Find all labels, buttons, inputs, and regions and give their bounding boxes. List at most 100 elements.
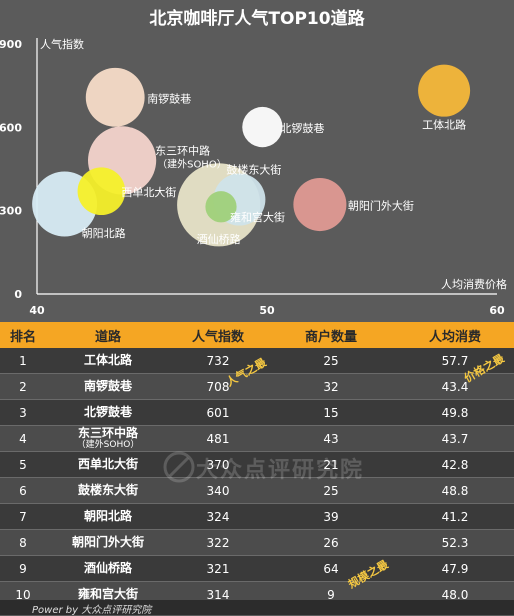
cell-popularity: 370 (170, 451, 266, 478)
header-popularity: 人气指数 (170, 322, 266, 348)
cell-road: 东三环中路 （建外SOHO） (46, 425, 170, 452)
road-name: 西单北大街 (77, 457, 138, 471)
watermark-text: 大众点评研究院 (196, 458, 365, 483)
bubble-point (85, 67, 145, 127)
table-row: 3 北锣鼓巷 601 15 49.8 (0, 399, 514, 426)
cell-avg-price: 49.8 (396, 399, 514, 426)
bubble-label: 酒仙桥路 (197, 233, 241, 246)
road-name: 北锣鼓巷 (83, 405, 132, 419)
cell-road: 鼓楼东大街 (46, 477, 170, 504)
bubble-label: 东三环中路 (155, 144, 210, 157)
cell-avg-price: 48.8 (396, 477, 514, 504)
table-row: 1 工体北路 732 25 57.7 (0, 348, 514, 374)
cell-rank: 3 (0, 399, 46, 426)
cell-rank: 2 (0, 373, 46, 400)
footer-bar: Power by 大众点评研究院 (0, 600, 514, 616)
cell-shop-count: 15 (266, 399, 396, 426)
cell-avg-price: 43.4 (396, 373, 514, 400)
cell-rank: 9 (0, 555, 46, 582)
table-row: 9 酒仙桥路 321 64 47.9 (0, 555, 514, 582)
cell-popularity: 481 (170, 425, 266, 452)
road-name: 东三环中路 (77, 426, 138, 440)
cell-road: 西单北大街 (46, 451, 170, 478)
cell-shop-count: 25 (266, 348, 396, 374)
bubble-label: 工体北路 (422, 118, 466, 132)
cell-popularity: 601 (170, 399, 266, 426)
cell-avg-price: 42.8 (396, 451, 514, 478)
x-tick-label: 40 (29, 304, 45, 317)
bubble-point (242, 106, 283, 148)
cell-shop-count: 32 (266, 373, 396, 400)
y-axis-label: 人气指数 (40, 37, 84, 51)
header-road: 道路 (46, 322, 170, 348)
x-tick-label: 60 (489, 304, 505, 317)
cell-rank: 4 (0, 425, 46, 452)
cell-avg-price: 47.9 (396, 555, 514, 582)
cell-road: 酒仙桥路 (46, 555, 170, 582)
bubble-label: 朝阳北路 (82, 227, 126, 240)
cell-rank: 1 (0, 348, 46, 374)
cell-popularity: 708 (170, 373, 266, 400)
road-name: 朝阳北路 (83, 509, 132, 523)
bubble-label: 鼓楼东大街 (226, 163, 281, 177)
cell-shop-count: 39 (266, 503, 396, 530)
cell-shop-count: 25 (266, 477, 396, 504)
cell-popularity: 340 (170, 477, 266, 504)
y-tick-label: 600 (0, 121, 22, 134)
road-name: 酒仙桥路 (83, 561, 132, 575)
road-sublabel: （建外SOHO） (76, 440, 140, 450)
road-name: 工体北路 (83, 353, 132, 367)
table-row: 7 朝阳北路 324 39 41.2 (0, 503, 514, 530)
chart-title: 北京咖啡厅人气TOP10道路 (149, 9, 365, 29)
road-name: 朝阳门外大街 (71, 535, 144, 549)
bubble-label: 南锣鼓巷 (147, 91, 191, 105)
bubble-label: 西单北大街 (121, 185, 176, 199)
y-tick-label: 900 (0, 38, 22, 51)
cell-road: 北锣鼓巷 (46, 399, 170, 426)
cell-avg-price: 57.7 (396, 348, 514, 374)
cell-popularity: 732 (170, 348, 266, 374)
watermark-logo-icon (162, 450, 196, 484)
bubble-label: 北锣鼓巷 (280, 121, 324, 135)
bubble-label: 雍和宫大街 (230, 210, 285, 224)
bubble-point (418, 64, 471, 117)
header-shop-count: 商户数量 (266, 322, 396, 348)
cell-road: 南锣鼓巷 (46, 373, 170, 400)
table-row: 8 朝阳门外大街 322 26 52.3 (0, 529, 514, 556)
cell-shop-count: 26 (266, 529, 396, 556)
cell-rank: 6 (0, 477, 46, 504)
cell-shop-count: 21 (266, 451, 396, 478)
cell-popularity: 324 (170, 503, 266, 530)
bubble-label: 朝阳门外大街 (348, 199, 414, 213)
cell-rank: 8 (0, 529, 46, 556)
x-tick-label: 50 (259, 304, 275, 317)
bubble-point (77, 167, 126, 216)
road-name: 雍和宫大街 (77, 587, 138, 601)
header-rank: 排名 (0, 322, 46, 348)
header-avg-price: 人均消费 (396, 322, 514, 348)
cell-shop-count: 64 (266, 555, 396, 582)
y-tick-label: 300 (0, 205, 22, 218)
table-row: 4 东三环中路 （建外SOHO） 481 43 43.7 (0, 425, 514, 452)
cell-road: 工体北路 (46, 348, 170, 374)
road-name: 南锣鼓巷 (83, 379, 132, 393)
cell-shop-count: 43 (266, 425, 396, 452)
table-row: 2 南锣鼓巷 708 32 43.4 (0, 373, 514, 400)
cell-avg-price: 43.7 (396, 425, 514, 452)
cell-road: 朝阳门外大街 (46, 529, 170, 556)
cell-popularity: 321 (170, 555, 266, 582)
cell-avg-price: 52.3 (396, 529, 514, 556)
table-header-row: 排名 道路 人气指数 商户数量 人均消费 (0, 322, 514, 348)
footer-credit: Power by 大众点评研究院 (32, 605, 152, 616)
cell-popularity: 322 (170, 529, 266, 556)
bubble-point (205, 191, 237, 223)
x-axis-label: 人均消费价格 (441, 277, 507, 291)
bubble-sublabel: （建外SOHO） (157, 157, 227, 170)
cell-road: 朝阳北路 (46, 503, 170, 530)
table-row: 5 西单北大街 370 21 42.8 (0, 451, 514, 478)
cell-avg-price: 41.2 (396, 503, 514, 530)
road-name: 鼓楼东大街 (77, 483, 138, 497)
bubble-point (293, 178, 347, 232)
cell-rank: 5 (0, 451, 46, 478)
